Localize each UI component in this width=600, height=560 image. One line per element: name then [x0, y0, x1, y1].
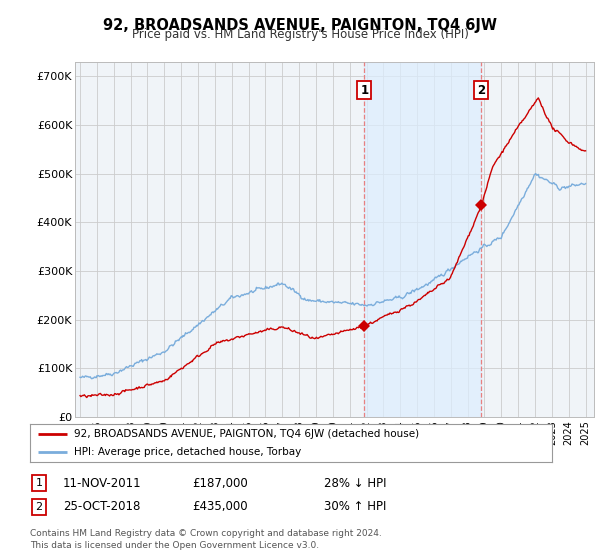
- Text: 25-OCT-2018: 25-OCT-2018: [63, 500, 140, 514]
- Text: HPI: Average price, detached house, Torbay: HPI: Average price, detached house, Torb…: [74, 447, 302, 458]
- Text: 2: 2: [35, 502, 43, 512]
- Text: 2: 2: [478, 83, 485, 96]
- Bar: [364, 62, 481, 417]
- Text: 11-NOV-2011: 11-NOV-2011: [63, 477, 142, 490]
- Text: 30% ↑ HPI: 30% ↑ HPI: [324, 500, 386, 514]
- Text: 92, BROADSANDS AVENUE, PAIGNTON, TQ4 6JW: 92, BROADSANDS AVENUE, PAIGNTON, TQ4 6JW: [103, 18, 497, 33]
- Text: 28% ↓ HPI: 28% ↓ HPI: [324, 477, 386, 490]
- Text: 1: 1: [35, 478, 43, 488]
- Text: 92, BROADSANDS AVENUE, PAIGNTON, TQ4 6JW (detached house): 92, BROADSANDS AVENUE, PAIGNTON, TQ4 6JW…: [74, 429, 419, 439]
- Text: 1: 1: [360, 83, 368, 96]
- Text: Price paid vs. HM Land Registry's House Price Index (HPI): Price paid vs. HM Land Registry's House …: [131, 28, 469, 41]
- Text: £187,000: £187,000: [192, 477, 248, 490]
- Text: £435,000: £435,000: [192, 500, 248, 514]
- Text: Contains HM Land Registry data © Crown copyright and database right 2024.
This d: Contains HM Land Registry data © Crown c…: [30, 529, 382, 550]
